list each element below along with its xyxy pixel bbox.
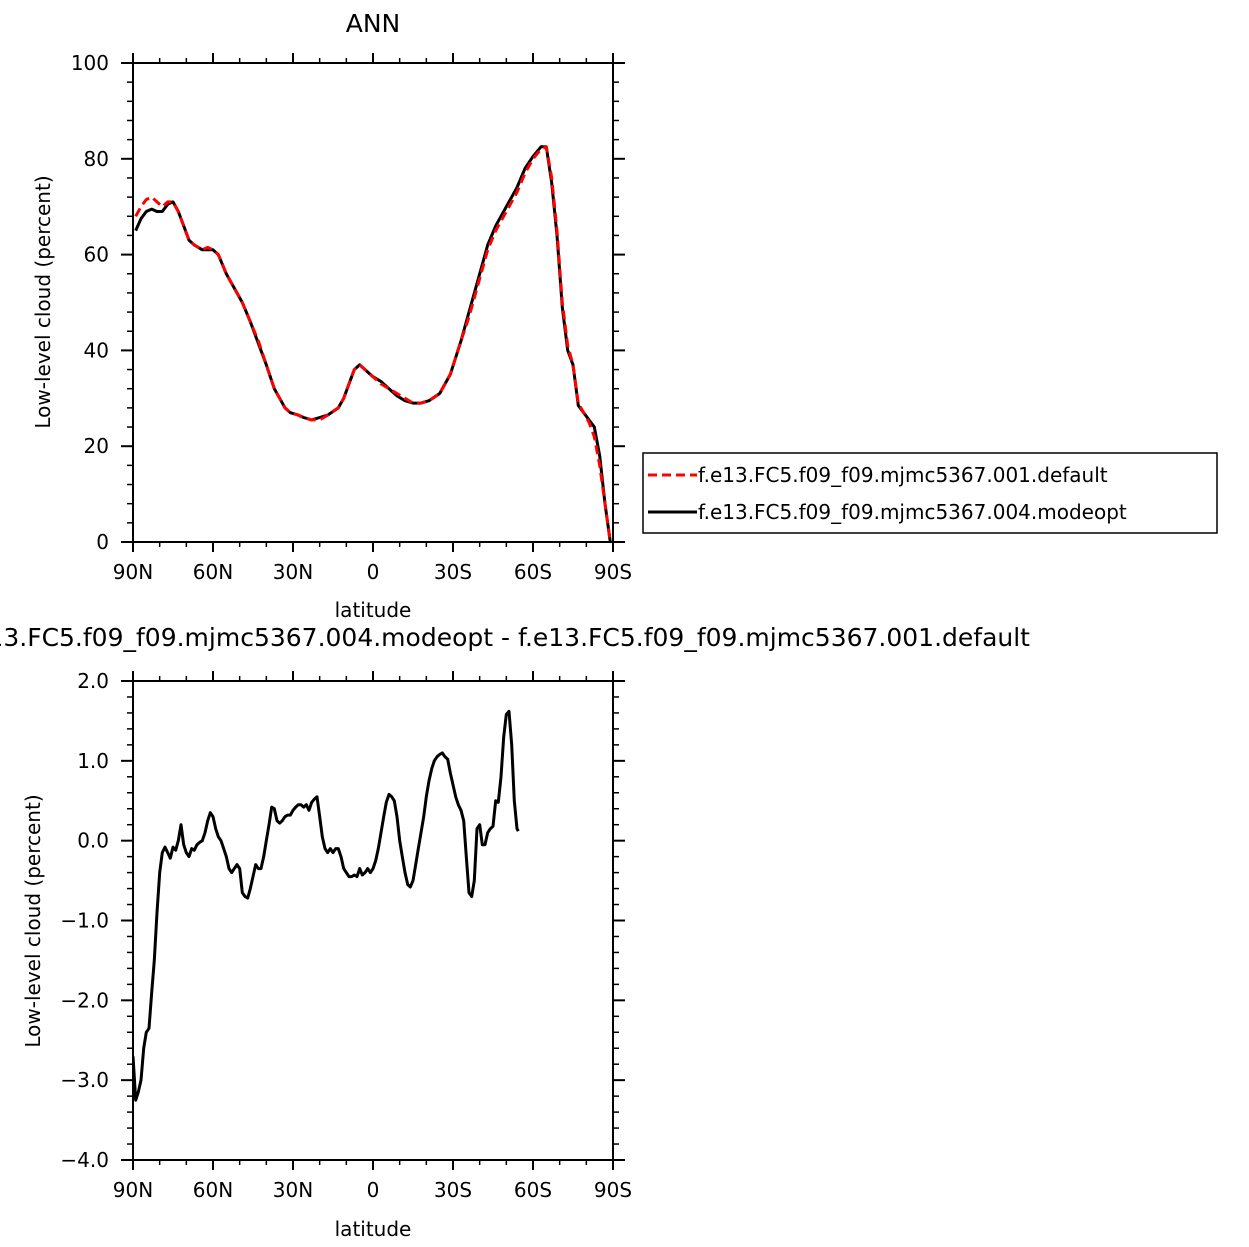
bottom-x-tick-label: 60S (514, 1178, 552, 1202)
legend-label-modeopt: f.e13.FC5.f09_f09.mjmc5367.004.modeopt (698, 500, 1127, 524)
bottom-y-tick-label: −1.0 (60, 909, 109, 933)
bottom-x-tick-label: 90S (594, 1178, 632, 1202)
top-x-tick-label: 60N (193, 560, 233, 584)
bottom-x-axis-label: latitude (335, 1217, 412, 1241)
top-chart-title: ANN (346, 9, 401, 38)
bottom-series-line-0 (133, 709, 520, 1102)
top-x-tick-label: 0 (367, 560, 380, 584)
top-axes: 90N 60N 30N 0 30S 60S 90S 0 20 40 60 80 100 (71, 51, 632, 584)
top-plot-frame (132, 62, 614, 543)
bottom-plot-lines (133, 709, 520, 1102)
bottom-x-tick-label: 30S (434, 1178, 472, 1202)
bottom-panel: f.e13.FC5.f09_f09.mjmc5367.004.modeopt -… (0, 623, 1030, 1241)
bottom-chart-title: f.e13.FC5.f09_f09.mjmc5367.004.modeopt -… (0, 623, 1030, 652)
bottom-x-tick-label: 0 (367, 1178, 380, 1202)
top-y-tick-label: 40 (84, 338, 109, 362)
bottom-y-tick-label: 1.0 (77, 749, 109, 773)
legend: f.e13.FC5.f09_f09.mjmc5367.001.default f… (642, 452, 1218, 534)
top-series-line-0 (134, 145, 612, 542)
top-x-axis-label: latitude (335, 598, 412, 622)
top-x-tick-label: 90N (113, 560, 153, 584)
top-y-tick-label: 100 (71, 51, 109, 75)
top-y-axis-label: Low-level cloud (percent) (31, 175, 55, 428)
bottom-y-tick-label: −3.0 (60, 1068, 109, 1092)
bottom-y-tick-label: −4.0 (60, 1148, 109, 1172)
top-panel: ANN 90N 60N 30N 0 30S 60S 90S 0 20 40 60 80 100 lati… (31, 9, 1218, 622)
legend-box (642, 452, 1218, 534)
bottom-y-tick-label: 0.0 (77, 829, 109, 853)
bottom-x-tick-label: 90N (113, 1178, 153, 1202)
top-x-tick-label: 30N (273, 560, 313, 584)
top-y-tick-label: 20 (84, 434, 109, 458)
top-y-tick-label: 0 (96, 530, 109, 554)
top-y-tick-label: 60 (84, 243, 109, 267)
top-series-line-1 (134, 145, 612, 542)
top-y-tick-label: 80 (84, 147, 109, 171)
top-x-tick-label: 90S (594, 560, 632, 584)
bottom-y-axis-label: Low-level cloud (percent) (21, 794, 45, 1047)
bottom-axes: 90N 60N 30N 0 30S 60S 90S −4.0 −3.0 −2.0 −1.0 0.0 1.… (60, 669, 632, 1202)
legend-label-default: f.e13.FC5.f09_f09.mjmc5367.001.default (698, 463, 1108, 487)
bottom-x-tick-label: 60N (193, 1178, 233, 1202)
bottom-plot-frame (132, 680, 614, 1161)
bottom-y-tick-label: 2.0 (77, 669, 109, 693)
bottom-x-tick-label: 30N (273, 1178, 313, 1202)
top-x-tick-label: 30S (434, 560, 472, 584)
bottom-y-tick-label: −2.0 (60, 988, 109, 1012)
top-plot-lines (134, 145, 612, 542)
top-x-tick-label: 60S (514, 560, 552, 584)
